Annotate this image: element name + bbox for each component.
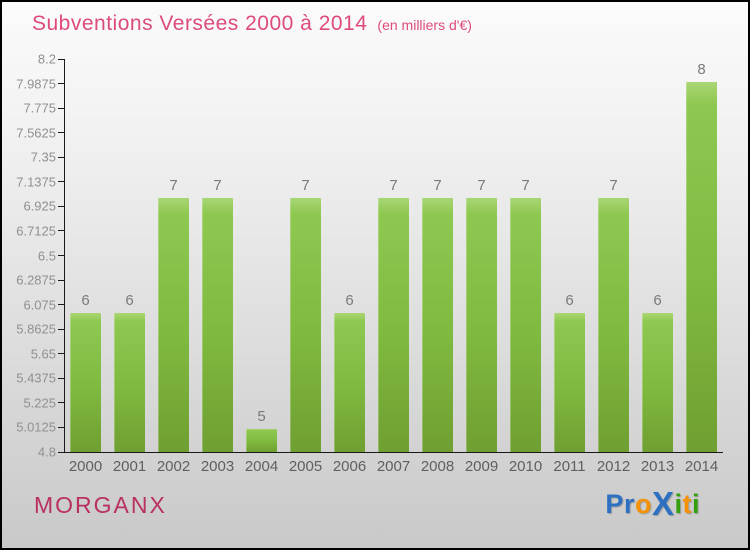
y-tick-label: 6.2875 bbox=[16, 272, 56, 288]
y-tick-mark bbox=[58, 304, 64, 306]
bar-value-label: 6 bbox=[125, 292, 134, 310]
x-tick-label: 2003 bbox=[200, 458, 235, 475]
bar-2009 bbox=[466, 197, 497, 452]
y-tick-mark bbox=[58, 279, 64, 281]
logo-letter-t: t bbox=[682, 489, 692, 519]
proxiti-logo: ProXiti bbox=[605, 485, 700, 523]
bar-value-label: 7 bbox=[389, 176, 398, 194]
y-tick-label: 4.8 bbox=[37, 444, 56, 460]
bar-value-label: 7 bbox=[301, 176, 310, 194]
x-tick-label: 2005 bbox=[288, 458, 323, 475]
bar-value-label: 7 bbox=[477, 176, 486, 194]
y-tick-mark bbox=[58, 181, 64, 183]
bar-value-label: 7 bbox=[609, 176, 618, 194]
bar-2002 bbox=[158, 197, 189, 452]
bar-value-label: 6 bbox=[345, 292, 354, 310]
bar-2006 bbox=[334, 313, 365, 452]
x-tick-label: 2011 bbox=[553, 458, 586, 475]
y-tick-mark bbox=[58, 230, 64, 232]
bar-2005 bbox=[290, 197, 321, 452]
bar-2001 bbox=[114, 313, 145, 452]
bar-value-label: 7 bbox=[521, 176, 530, 194]
logo-letter-p: P bbox=[605, 489, 624, 519]
bar-2000 bbox=[70, 313, 101, 452]
x-tick-label: 2001 bbox=[112, 458, 147, 475]
x-tick-label: 2007 bbox=[376, 458, 411, 475]
bar-2013 bbox=[642, 313, 673, 452]
y-tick-mark bbox=[58, 451, 64, 453]
bar-2014 bbox=[686, 82, 717, 452]
bar-2012 bbox=[598, 197, 629, 452]
y-tick-mark bbox=[58, 255, 64, 256]
y-tick-mark bbox=[58, 205, 64, 207]
bar-value-label: 6 bbox=[653, 292, 662, 310]
y-tick-label: 6.5 bbox=[37, 248, 56, 263]
y-tick-label: 8.2 bbox=[37, 51, 56, 67]
chart-subtitle: (en milliers d'€) bbox=[377, 17, 472, 33]
y-tick-label: 6.075 bbox=[23, 297, 56, 313]
bar-value-label: 7 bbox=[433, 176, 442, 194]
bar-2007 bbox=[378, 197, 409, 452]
y-tick-label: 7.35 bbox=[30, 149, 56, 165]
bar-2010 bbox=[510, 197, 541, 452]
x-tick-label: 2002 bbox=[156, 458, 191, 475]
plot-area: 4.8 5.0125 5.225 5.4375 5.65 5.8625 6.075 6.287… bbox=[16, 52, 723, 475]
x-tick-label: 2014 bbox=[684, 458, 719, 475]
logo-letter-r: r bbox=[623, 489, 635, 519]
x-tick-label: 2008 bbox=[420, 458, 455, 475]
y-tick-mark bbox=[58, 59, 64, 60]
logo-letter-i: i bbox=[674, 489, 683, 519]
y-tick-label: 7.9875 bbox=[16, 76, 56, 92]
y-tick-mark bbox=[58, 132, 64, 134]
logo-letter-i: i bbox=[691, 489, 700, 519]
y-tick-label: 7.1375 bbox=[16, 174, 56, 190]
x-tick-label: 2013 bbox=[640, 458, 675, 475]
x-tick-label: 2006 bbox=[332, 458, 367, 475]
bar-2008 bbox=[422, 197, 453, 452]
x-tick-label: 2004 bbox=[244, 458, 279, 475]
x-tick-label: 2009 bbox=[464, 458, 499, 475]
x-tick-label: 2010 bbox=[508, 458, 543, 475]
x-tick-label: 2012 bbox=[596, 458, 631, 475]
bar-value-label: 6 bbox=[81, 292, 90, 310]
y-tick-mark bbox=[58, 426, 64, 428]
logo-letter-x: X bbox=[651, 485, 675, 522]
bar-2004 bbox=[246, 428, 277, 452]
y-tick-label: 6.925 bbox=[23, 198, 56, 214]
y-tick-label: 5.4375 bbox=[16, 370, 56, 386]
bar-value-label: 7 bbox=[169, 176, 178, 194]
bar-2011 bbox=[554, 313, 585, 452]
y-tick-label: 5.225 bbox=[23, 395, 56, 411]
bar-value-label: 7 bbox=[213, 176, 222, 194]
bar-value-label: 5 bbox=[257, 407, 266, 425]
y-tick-label: 7.775 bbox=[23, 100, 56, 116]
y-tick-label: 6.7125 bbox=[16, 223, 56, 239]
y-tick-mark bbox=[58, 83, 64, 85]
logo-letter-o: o bbox=[634, 489, 652, 519]
y-tick-label: 7.5625 bbox=[16, 125, 56, 141]
chart-title: Subventions Versées 2000 à 2014 bbox=[32, 12, 368, 35]
y-tick-mark bbox=[58, 353, 64, 355]
y-tick-label: 5.0125 bbox=[16, 419, 56, 435]
y-tick-mark bbox=[58, 156, 64, 158]
location-name: MORGANX bbox=[34, 492, 167, 518]
y-tick-label: 5.65 bbox=[30, 346, 56, 362]
bar-2003 bbox=[202, 197, 233, 452]
y-tick-mark bbox=[58, 328, 64, 330]
bar-value-label: 6 bbox=[565, 292, 574, 310]
y-tick-mark bbox=[58, 377, 64, 379]
chart-header: Subventions Versées 2000 à 2014 (en mill… bbox=[32, 12, 472, 36]
y-tick-mark bbox=[58, 402, 64, 404]
x-tick-label: 2000 bbox=[68, 458, 103, 475]
y-tick-mark bbox=[58, 107, 64, 109]
bar-value-label: 8 bbox=[697, 61, 706, 79]
y-tick-label: 5.8625 bbox=[16, 321, 56, 337]
